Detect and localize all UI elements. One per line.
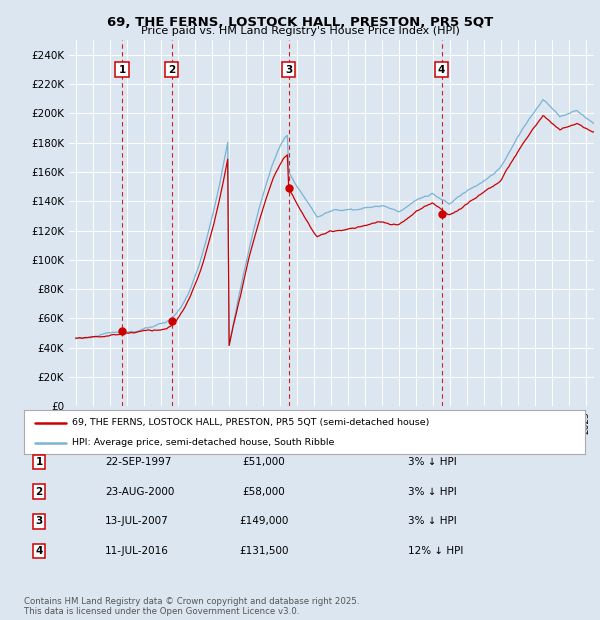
Text: 22-SEP-1997: 22-SEP-1997 [105,457,172,467]
Text: 23-AUG-2000: 23-AUG-2000 [105,487,175,497]
Text: 2: 2 [35,487,43,497]
Text: 3% ↓ HPI: 3% ↓ HPI [408,516,457,526]
Text: 4: 4 [35,546,43,556]
Text: £51,000: £51,000 [242,457,286,467]
Text: 4: 4 [438,64,445,74]
Text: £149,000: £149,000 [239,516,289,526]
Text: 11-JUL-2016: 11-JUL-2016 [105,546,169,556]
Text: 3: 3 [285,64,292,74]
Text: 1: 1 [35,457,43,467]
Text: 69, THE FERNS, LOSTOCK HALL, PRESTON, PR5 5QT: 69, THE FERNS, LOSTOCK HALL, PRESTON, PR… [107,16,493,29]
Text: 13-JUL-2007: 13-JUL-2007 [105,516,169,526]
Text: 3: 3 [35,516,43,526]
Text: This data is licensed under the Open Government Licence v3.0.: This data is licensed under the Open Gov… [24,607,299,616]
Text: 3% ↓ HPI: 3% ↓ HPI [408,457,457,467]
Text: £131,500: £131,500 [239,546,289,556]
Text: HPI: Average price, semi-detached house, South Ribble: HPI: Average price, semi-detached house,… [71,438,334,448]
Text: 2: 2 [168,64,175,74]
Text: 3% ↓ HPI: 3% ↓ HPI [408,487,457,497]
Text: Contains HM Land Registry data © Crown copyright and database right 2025.: Contains HM Land Registry data © Crown c… [24,597,359,606]
Text: 12% ↓ HPI: 12% ↓ HPI [408,546,463,556]
Text: 69, THE FERNS, LOSTOCK HALL, PRESTON, PR5 5QT (semi-detached house): 69, THE FERNS, LOSTOCK HALL, PRESTON, PR… [71,418,429,427]
Text: Price paid vs. HM Land Registry's House Price Index (HPI): Price paid vs. HM Land Registry's House … [140,26,460,36]
Text: £58,000: £58,000 [242,487,286,497]
Text: 1: 1 [118,64,125,74]
